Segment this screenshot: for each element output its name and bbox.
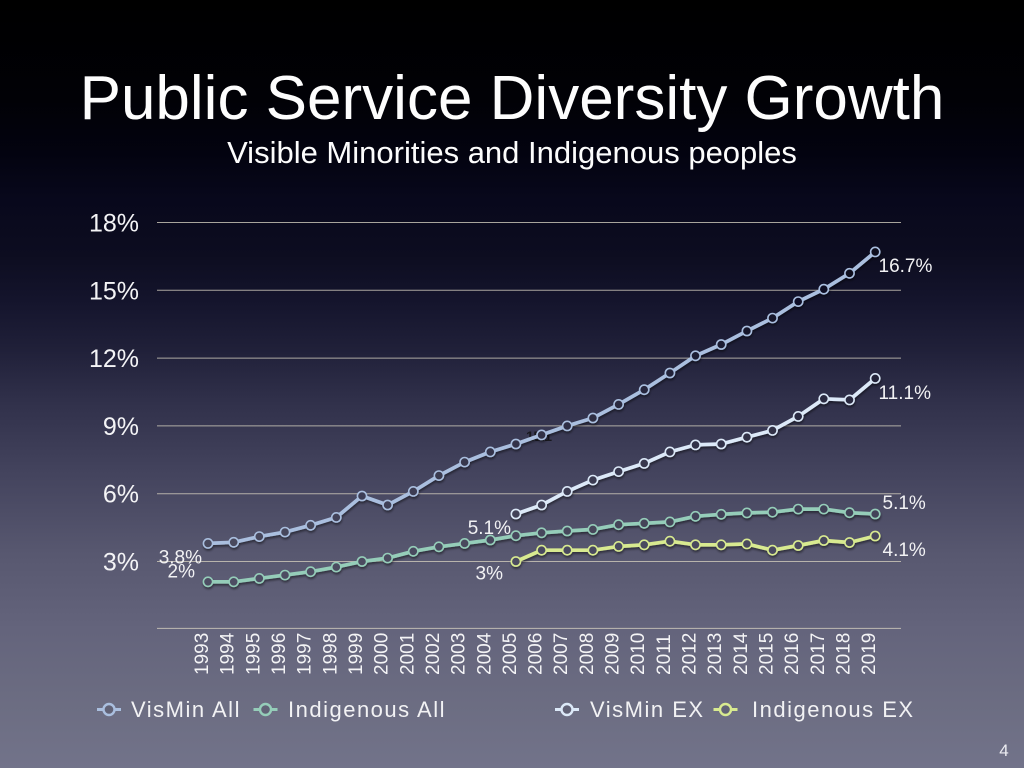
svg-text:2008: 2008 <box>577 633 598 675</box>
svg-text:2002: 2002 <box>423 633 444 675</box>
svg-text:1994: 1994 <box>218 632 239 675</box>
svg-text:2001: 2001 <box>397 633 418 675</box>
svg-text:5.1%: 5.1% <box>883 493 926 514</box>
svg-text:2000: 2000 <box>372 633 393 675</box>
svg-text:2010: 2010 <box>628 633 649 675</box>
svg-text:2012: 2012 <box>680 633 701 675</box>
svg-text:6%: 6% <box>103 481 139 509</box>
svg-text:2009: 2009 <box>603 633 624 675</box>
svg-text:2006: 2006 <box>526 633 547 675</box>
svg-text:2011: 2011 <box>654 634 675 675</box>
svg-text:1998: 1998 <box>320 633 341 675</box>
svg-text:12%: 12% <box>89 345 139 373</box>
svg-text:2%: 2% <box>168 562 196 583</box>
svg-text:3%: 3% <box>476 564 504 585</box>
svg-text:2004: 2004 <box>474 632 495 675</box>
svg-text:16.7%: 16.7% <box>879 256 933 277</box>
svg-text:9%: 9% <box>103 413 139 441</box>
svg-text:2018: 2018 <box>834 633 855 675</box>
svg-text:1996: 1996 <box>269 633 290 675</box>
svg-text:Indigenous All: Indigenous All <box>288 697 446 722</box>
svg-text:11.1%: 11.1% <box>879 383 932 404</box>
svg-text:VisMin EX: VisMin EX <box>590 697 705 722</box>
svg-text:4.1%: 4.1% <box>883 540 926 561</box>
svg-text:18%: 18% <box>89 210 139 238</box>
svg-text:2003: 2003 <box>449 633 470 675</box>
svg-text:2007: 2007 <box>551 633 572 675</box>
svg-text:2019: 2019 <box>859 633 880 675</box>
svg-text:VisMin All: VisMin All <box>131 697 241 722</box>
svg-text:2017: 2017 <box>808 633 829 675</box>
svg-text:Indigenous EX: Indigenous EX <box>752 697 915 722</box>
svg-text:2013: 2013 <box>705 633 726 675</box>
svg-text:1999: 1999 <box>346 633 367 675</box>
svg-text:2005: 2005 <box>500 633 521 675</box>
svg-text:1997: 1997 <box>295 633 316 675</box>
svg-text:2015: 2015 <box>757 633 778 675</box>
svg-text:3.8%: 3.8% <box>159 548 202 569</box>
svg-text:2016: 2016 <box>782 633 803 675</box>
svg-text:1995: 1995 <box>243 633 264 675</box>
svg-text:15%: 15% <box>89 277 139 305</box>
svg-text:1993: 1993 <box>192 633 213 675</box>
svg-text:5.1%: 5.1% <box>468 518 511 539</box>
svg-text:2014: 2014 <box>731 632 752 675</box>
svg-text:3%: 3% <box>103 549 139 577</box>
